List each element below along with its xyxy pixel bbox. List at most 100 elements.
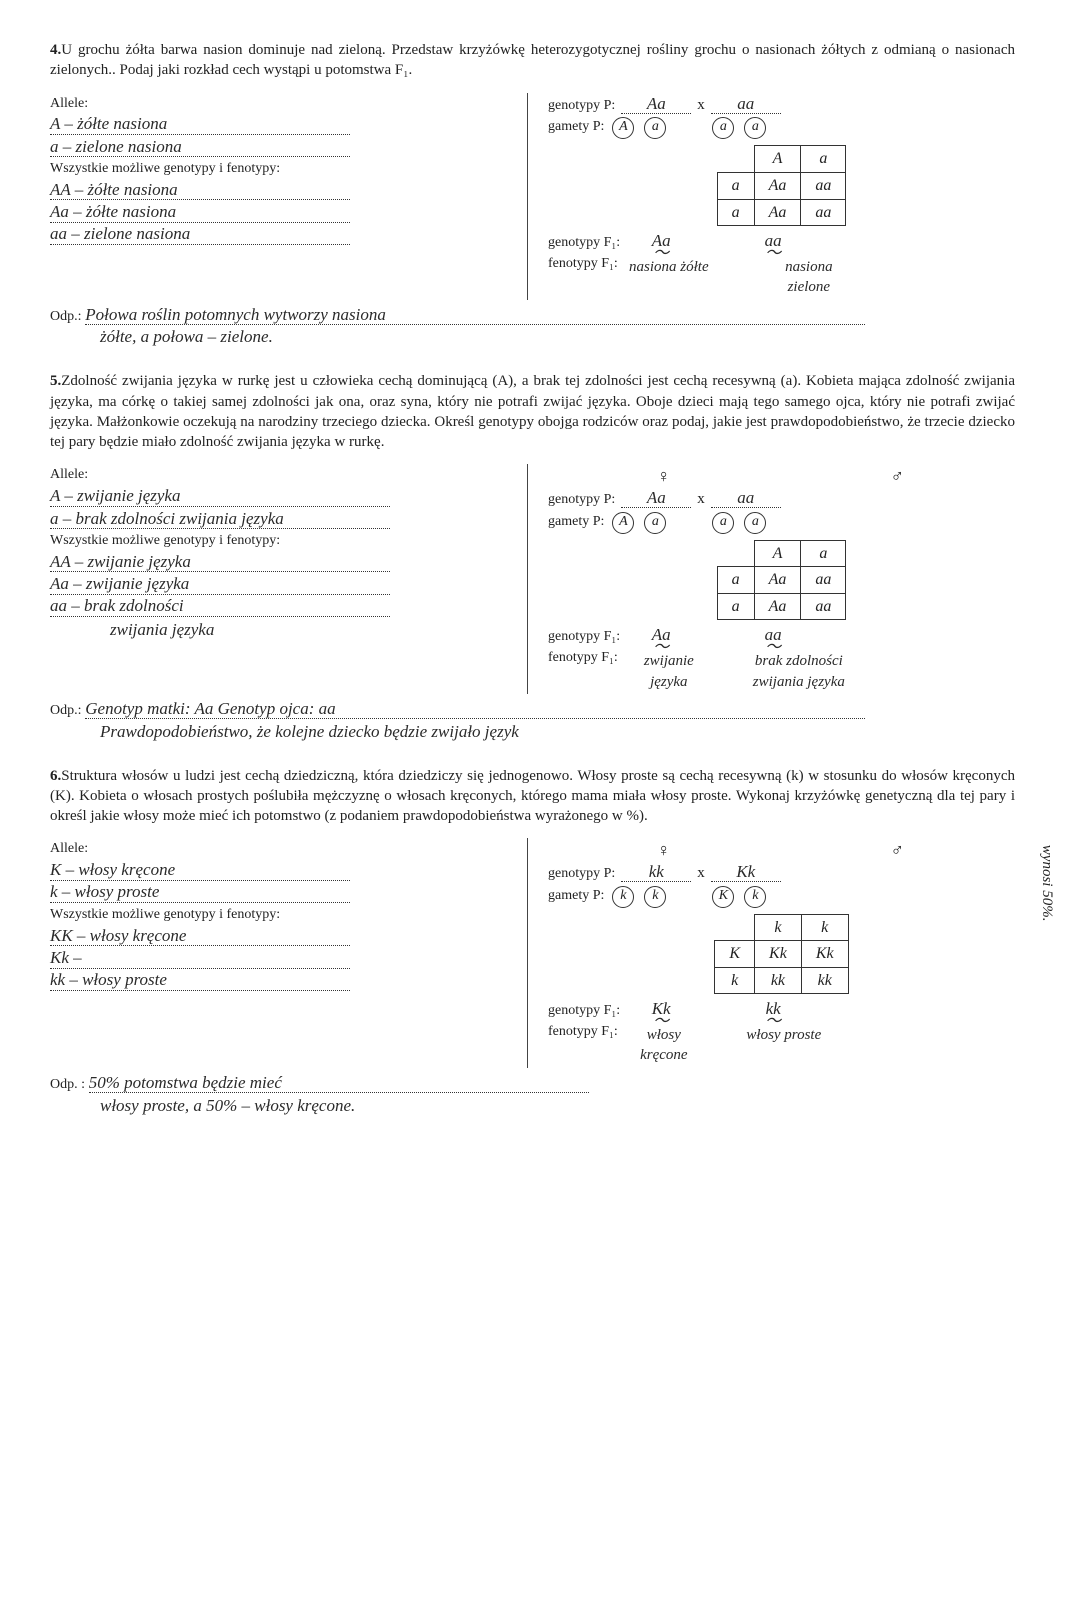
punnett-square: Aa aAaaa aAaaa	[717, 145, 847, 226]
gamP-label: gamety P:	[548, 513, 604, 532]
punnett-cell: Kk	[755, 941, 802, 968]
q4-working: Allele: A – żółte nasiona a – zielone na…	[50, 93, 1015, 300]
gam-icon: a	[712, 512, 734, 534]
q5-num: 5.	[50, 373, 61, 389]
q6-left: Allele: K – włosy kręcone k – włosy pros…	[50, 838, 528, 1067]
q5-answer: Odp.: Genotyp matki: Aa Genotyp ojca: aa…	[50, 700, 1015, 744]
q5-left: Allele: A – zwijanie języka a – brak zdo…	[50, 464, 528, 693]
q4-body: U grochu żółta barwa nasion dominuje nad…	[50, 42, 1015, 78]
punnett-cell: Aa	[754, 593, 801, 620]
punnett-col: A	[754, 146, 801, 173]
punnett-cell: Aa	[754, 567, 801, 594]
allele-A: A – zwijanie języka	[50, 487, 390, 507]
punnett-cell: aa	[801, 567, 846, 594]
genoF1-2: aa	[738, 626, 808, 647]
punnett-row: K	[715, 941, 755, 968]
feno-1: zwijanie języka	[624, 651, 714, 692]
gam-icon: K	[712, 886, 734, 908]
genoP2: aa	[711, 95, 781, 115]
geno-AA: AA – żółte nasiona	[50, 181, 350, 201]
geno-KK: KK – włosy kręcone	[50, 927, 350, 947]
allele-k: k – włosy proste	[50, 883, 350, 903]
geno-Aa: Aa – zwijanie języka	[50, 575, 390, 595]
q6-container: 6.Struktura włosów u ludzi jest cechą dz…	[50, 766, 1015, 1118]
geno-AA: AA – zwijanie języka	[50, 553, 390, 573]
feno-2: brak zdolności zwijania języka	[744, 651, 854, 692]
allele-header: Allele:	[50, 840, 517, 859]
punnett-col: k	[755, 914, 802, 941]
geno-kk: kk – włosy proste	[50, 971, 350, 991]
feno-1: włosy kręcone	[624, 1025, 704, 1066]
allele-K: K – włosy kręcone	[50, 861, 350, 881]
q5-body: Zdolność zwijania języka w rurkę jest u …	[50, 373, 1015, 450]
gam-icon: a	[744, 117, 766, 139]
geno-header: Wszystkie możliwe genotypy i fenotypy:	[50, 906, 517, 925]
genoP-label: genotypy P:	[548, 97, 615, 116]
q4-left: Allele: A – żółte nasiona a – zielone na…	[50, 93, 528, 300]
q4-num: 4.	[50, 42, 61, 58]
gam-icon: k	[644, 886, 666, 908]
punnett-row: k	[715, 967, 755, 994]
gamP-label: gamety P:	[548, 118, 604, 137]
punnett-col: a	[801, 146, 846, 173]
male-icon	[891, 464, 907, 488]
q4-right: genotypy P: Aa x aa gamety P: A a a a Aa…	[538, 93, 1015, 300]
geno-Kk: Kk –	[50, 949, 350, 969]
gam-icon: a	[644, 117, 666, 139]
q5-working: Allele: A – zwijanie języka a – brak zdo…	[50, 464, 1015, 693]
cross-x: x	[697, 95, 705, 115]
genoF1-2: aa	[738, 232, 808, 253]
odp-label: Odp.:	[50, 703, 82, 718]
genoP1: Aa	[621, 95, 691, 115]
punnett-cell: Kk	[801, 941, 848, 968]
q5-text: 5.Zdolność zwijania języka w rurkę jest …	[50, 371, 1015, 452]
geno-header: Wszystkie możliwe genotypy i fenotypy:	[50, 160, 517, 179]
punnett-col: k	[801, 914, 848, 941]
odp-text: Genotyp matki: Aa Genotyp ojca: aa	[85, 700, 865, 720]
feno-2: nasiona zielone	[764, 257, 854, 298]
geno-aa: aa – brak zdolności	[50, 597, 390, 617]
punnett-row: a	[717, 593, 754, 620]
genoF1-label: genotypy F₁:	[548, 1002, 620, 1021]
allele-header: Allele:	[50, 95, 517, 114]
q6-body: Struktura włosów u ludzi jest cechą dzie…	[50, 768, 1015, 825]
punnett-cell: aa	[801, 199, 846, 226]
punnett-cell: Aa	[754, 172, 801, 199]
feno-1: nasiona żółte	[624, 257, 714, 298]
genoP-label: genotypy P:	[548, 491, 615, 510]
punnett-cell: kk	[755, 967, 802, 994]
q6-text: 6.Struktura włosów u ludzi jest cechą dz…	[50, 766, 1015, 827]
punnett-row: a	[717, 199, 754, 226]
genoP-label: genotypy P:	[548, 865, 615, 884]
fenoF1-label: fenotypy F₁:	[548, 649, 618, 668]
punnett-row: a	[717, 172, 754, 199]
punnett-row: a	[717, 567, 754, 594]
q6-working: Allele: K – włosy kręcone k – włosy pros…	[50, 838, 1015, 1067]
geno-Aa: Aa – żółte nasiona	[50, 203, 350, 223]
allele-header: Allele:	[50, 466, 517, 485]
genoF1-label: genotypy F₁:	[548, 628, 620, 647]
punnett-cell: aa	[801, 593, 846, 620]
genoF1-1: Aa	[626, 626, 696, 647]
q4-answer: Odp.: Połowa roślin potomnych wytworzy n…	[50, 306, 1015, 350]
gam-icon: k	[612, 886, 634, 908]
genoF1-1: Kk	[626, 1000, 696, 1021]
fenoF1-label: fenotypy F₁:	[548, 1023, 618, 1042]
genoF1-1: Aa	[626, 232, 696, 253]
punnett-square: kk KKkKk kkkkk	[714, 914, 848, 995]
genoF1-2: kk	[738, 1000, 808, 1021]
gam-icon: a	[644, 512, 666, 534]
q4-text: 4.U grochu żółta barwa nasion dominuje n…	[50, 40, 1015, 81]
geno-header: Wszystkie możliwe genotypy i fenotypy:	[50, 532, 517, 551]
genoF1-label: genotypy F₁:	[548, 234, 620, 253]
odp-label: Odp. :	[50, 1077, 85, 1092]
allele-A: A – żółte nasiona	[50, 115, 350, 135]
punnett-cell: Aa	[754, 199, 801, 226]
gam-icon: k	[744, 886, 766, 908]
punnett-col: A	[754, 540, 801, 567]
genoP1: Aa	[621, 489, 691, 509]
geno-aa-2: zwijania języka	[110, 620, 214, 639]
odp-label: Odp.:	[50, 309, 82, 324]
q6-answer: Odp. : 50% potomstwa będzie mieć włosy p…	[50, 1074, 1015, 1118]
punnett-cell: kk	[801, 967, 848, 994]
